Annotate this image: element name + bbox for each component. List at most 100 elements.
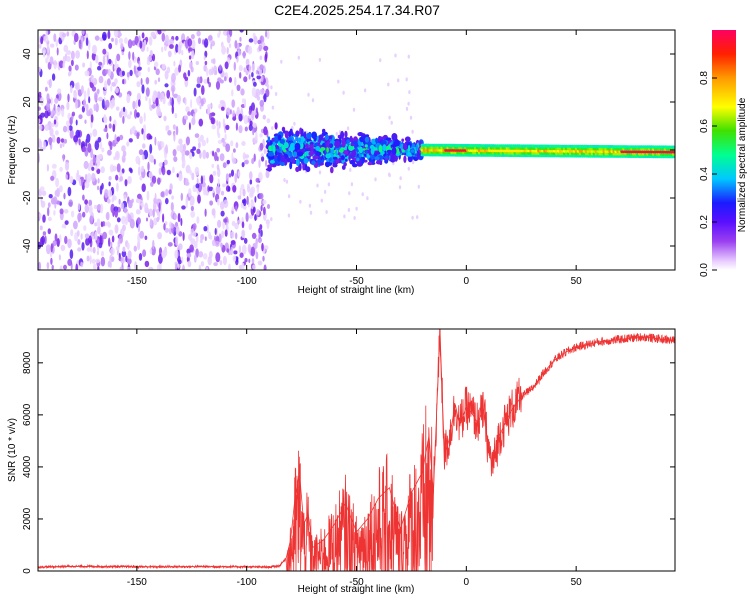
spectrogram-cell xyxy=(239,72,242,79)
spectrogram-cell xyxy=(130,126,136,135)
spectrogram-cell xyxy=(399,176,402,181)
spectrogram-cell xyxy=(217,219,222,228)
spectrogram-cell xyxy=(295,166,300,173)
spectrogram-cell xyxy=(239,30,244,33)
spectrogram-cell xyxy=(108,181,111,187)
spectrogram-x-tick-label: 0 xyxy=(464,276,470,287)
spectrogram-cell xyxy=(340,155,345,160)
spectrogram-cell xyxy=(197,37,202,45)
spectrogram-cell xyxy=(101,99,105,109)
spectrogram-cell xyxy=(53,59,57,70)
spectrogram-cell xyxy=(87,142,92,153)
spectrogram-cell xyxy=(45,244,51,249)
spectrogram-cell xyxy=(85,37,89,47)
spectrogram-cell xyxy=(289,161,293,170)
spectrogram-cell xyxy=(260,229,263,237)
spectrogram-cell xyxy=(303,131,307,139)
spectrogram-cell xyxy=(124,37,128,44)
spectrogram-cell xyxy=(323,189,327,194)
spectrogram-cell xyxy=(326,147,329,153)
spectrogram-cell xyxy=(166,89,171,99)
spectrogram-cell xyxy=(96,168,101,174)
spectrogram-cell xyxy=(211,66,214,76)
spectrogram-cell xyxy=(259,88,265,95)
spectrogram-cell xyxy=(53,33,57,42)
snr-y-tick-label: 6000 xyxy=(22,403,33,426)
spectrogram-cell xyxy=(148,36,153,46)
spectrogram-cell xyxy=(41,190,47,196)
spectrogram-cell xyxy=(137,166,141,176)
spectrogram-cell xyxy=(171,195,174,200)
spectrogram-cell xyxy=(226,222,229,231)
spectrogram-cell xyxy=(97,185,100,191)
spectrogram-cell xyxy=(95,258,101,264)
spectrogram-cell xyxy=(221,106,225,111)
spectrogram-cell xyxy=(238,113,243,122)
spectrogram-cell xyxy=(189,244,194,253)
spectrogram-cell xyxy=(248,74,251,80)
spectrogram-cell xyxy=(175,35,179,41)
spectrogram-cell xyxy=(136,112,140,118)
spectrogram-cell xyxy=(138,35,141,42)
spectrogram-cell xyxy=(212,58,216,65)
spectrogram-cell xyxy=(131,40,136,46)
spectrogram-cell xyxy=(114,134,117,144)
spectrogram-cell xyxy=(85,237,90,246)
spectrogram-cell xyxy=(226,159,230,165)
spectrogram-cell xyxy=(235,232,238,240)
spectrogram-cell xyxy=(66,101,70,111)
spectrogram-cell xyxy=(184,97,187,106)
colorbar-tick-label: 0.0 xyxy=(699,263,710,277)
spectrogram-cell xyxy=(322,128,326,134)
spectrogram-cell xyxy=(158,111,163,116)
spectrogram-cell xyxy=(374,156,380,161)
spectrogram-cell xyxy=(114,150,120,161)
spectrogram-cell xyxy=(308,151,314,157)
spectrogram-cell xyxy=(214,228,217,235)
spectrogram-cell xyxy=(94,140,100,151)
spectrogram-cell xyxy=(51,163,57,169)
spectrogram-cell xyxy=(45,57,49,64)
spectrogram-cell xyxy=(238,245,242,254)
spectrogram-cell xyxy=(263,45,269,52)
spectrogram-cell xyxy=(77,239,81,245)
spectrogram-cell xyxy=(38,118,41,124)
spectrogram-cell xyxy=(192,223,197,231)
spectrogram-cell xyxy=(191,151,195,157)
spectrogram-cell xyxy=(89,215,94,225)
spectrogram-cell xyxy=(154,61,159,68)
spectrogram-cell xyxy=(127,266,131,270)
spectrogram-cell xyxy=(252,206,256,213)
spectrogram-cell xyxy=(60,244,66,252)
spectrogram-cell xyxy=(352,107,356,112)
spectrogram-cell xyxy=(45,102,51,111)
spectrogram-cell xyxy=(243,76,248,83)
snr-y-label: SNR (10 * v/v) xyxy=(7,418,18,482)
spectrogram-cell xyxy=(100,250,105,257)
spectrogram-cell xyxy=(271,105,275,110)
spectrogram-cell xyxy=(231,206,235,212)
spectrogram-cell xyxy=(222,183,226,188)
spectrogram-cell xyxy=(114,64,118,71)
spectrogram-cell xyxy=(209,174,214,184)
spectrogram-cell xyxy=(74,64,79,71)
spectrogram-cell xyxy=(224,229,228,237)
spectrogram-cell xyxy=(112,165,117,172)
spectrogram-x-label: Height of straight line (km) xyxy=(298,285,415,296)
spectrogram-cell xyxy=(114,209,118,218)
spectrogram-cell xyxy=(55,130,59,136)
spectrogram-cell xyxy=(220,210,225,217)
spectrogram-cell xyxy=(55,39,59,47)
spectrogram-cell xyxy=(235,142,239,149)
spectrogram-cell xyxy=(49,43,55,48)
spectrogram-cell xyxy=(67,93,70,103)
spectrogram-cell xyxy=(381,140,387,146)
spectrogram-cell xyxy=(116,217,121,223)
spectrogram-cell xyxy=(157,77,161,82)
spectrogram-cell xyxy=(43,141,47,150)
spectrogram-cell xyxy=(169,96,172,106)
spectrogram-cell xyxy=(390,155,395,160)
spectrogram-cell xyxy=(375,137,379,143)
spectrogram-cell xyxy=(387,82,390,87)
